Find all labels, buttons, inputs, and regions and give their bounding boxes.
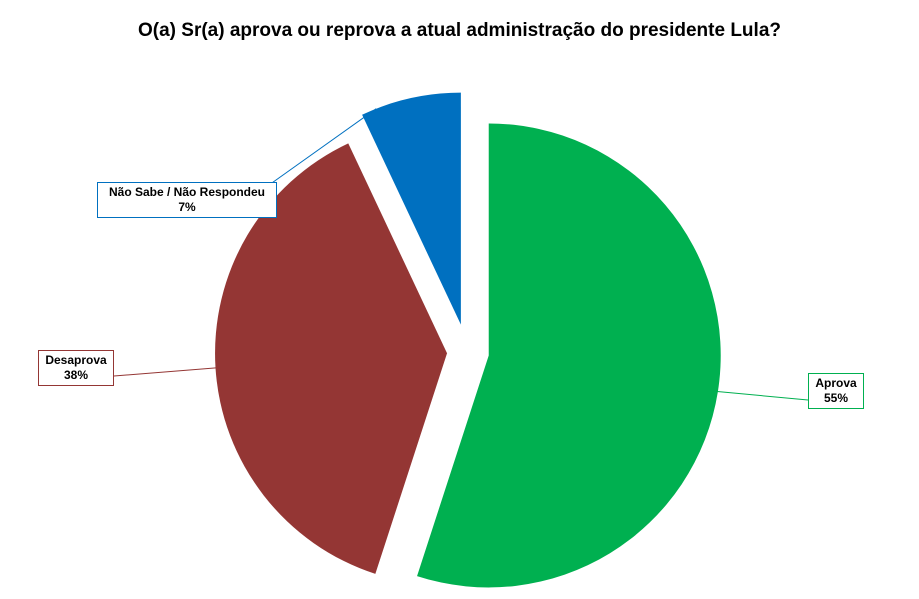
data-label-name: Desaprova: [45, 353, 107, 367]
data-label-aprova: Aprova 55%: [808, 373, 864, 409]
pie-slice-nao-sabe-nao-respondeu: [362, 92, 461, 325]
data-label-name: Não Sabe / Não Respondeu: [108, 185, 266, 199]
data-label-name: Aprova: [815, 376, 857, 390]
pie-slice-desaprova: [215, 143, 448, 574]
data-label-value: 55%: [823, 391, 849, 405]
leader-line-nao-sabe-nao-respondeu: [261, 108, 377, 191]
data-label-desaprova: Desaprova 38%: [38, 350, 114, 386]
data-label-nao-sabe-nao-respondeu: Não Sabe / Não Respondeu 7%: [97, 182, 277, 218]
pie-slice-aprova: [417, 123, 721, 588]
leader-line-desaprova: [113, 367, 218, 377]
data-label-value: 38%: [63, 368, 89, 382]
chart-title: O(a) Sr(a) aprova ou reprova a atual adm…: [138, 20, 781, 41]
data-label-value: 7%: [178, 200, 196, 214]
leader-line-aprova: [715, 390, 809, 401]
